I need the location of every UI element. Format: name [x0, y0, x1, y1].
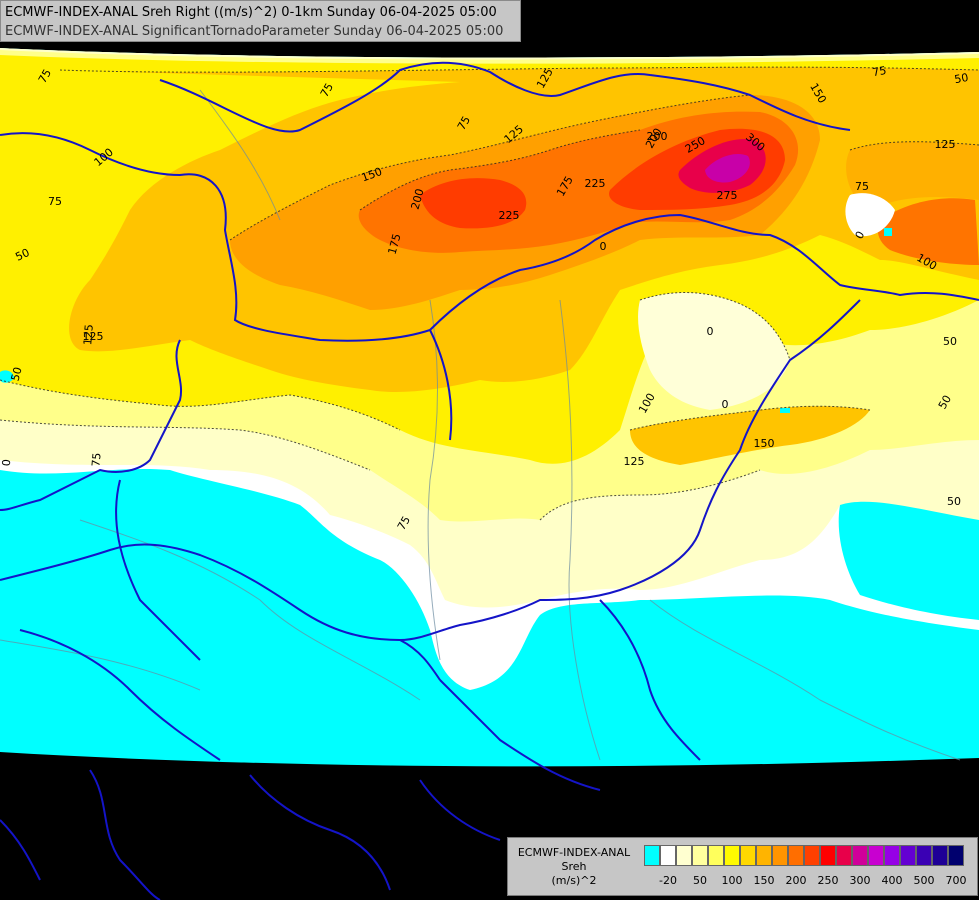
legend-swatch	[836, 845, 852, 866]
contour-label: 50	[947, 495, 961, 508]
field-east-orange	[877, 198, 979, 265]
legend-tick-label: 100	[721, 874, 743, 887]
contour-label: 0	[722, 398, 729, 411]
legend-swatch	[772, 845, 788, 866]
contour-label: 75	[318, 81, 336, 100]
field-east-white	[845, 193, 895, 237]
legend-swatch	[644, 845, 660, 866]
field-east-cyan	[838, 501, 979, 620]
legend-tick-label: 400	[881, 874, 903, 887]
contour-label: 75	[48, 195, 62, 208]
legend-tick-label: 200	[785, 874, 807, 887]
legend-ticks: -20 50 100 150 200 250 300 400 500 700	[644, 874, 974, 888]
legend-swatch	[868, 845, 884, 866]
legend-swatch	[660, 845, 676, 866]
header-line-2: ECMWF-INDEX-ANAL SignificantTornadoParam…	[5, 24, 504, 39]
legend-tick-label: 150	[753, 874, 775, 887]
legend-swatch	[900, 845, 916, 866]
legend-tick-label: 700	[945, 874, 967, 887]
field-red	[420, 128, 785, 229]
contour-label: 125	[935, 138, 956, 151]
contour-label: 125	[624, 455, 645, 468]
legend-tick-label: 500	[913, 874, 935, 887]
map-header: ECMWF-INDEX-ANAL Sreh Right ((m/s)^2) 0-…	[0, 0, 521, 42]
contour-label: 75	[855, 180, 869, 193]
legend-swatch	[916, 845, 932, 866]
contour-label: 200	[409, 187, 427, 211]
contour-label: 275	[717, 189, 738, 202]
legend-param: Sreh	[561, 860, 587, 873]
legend-swatch	[724, 845, 740, 866]
legend-swatch	[884, 845, 900, 866]
legend-swatch	[820, 845, 836, 866]
legend-swatches	[644, 845, 964, 866]
legend-model: ECMWF-INDEX-ANAL	[517, 846, 631, 859]
legend-tick-label: 250	[817, 874, 839, 887]
contour-label: 225	[585, 177, 606, 190]
contour-label: 50	[9, 366, 25, 383]
field-se-gold	[630, 406, 870, 465]
contour-label: 150	[754, 437, 775, 450]
legend-swatch	[708, 845, 724, 866]
contour-label: 50	[943, 335, 957, 348]
contour-label: 50	[13, 246, 31, 264]
legend-unit: (m/s)^2	[551, 874, 597, 887]
legend-swatch	[676, 845, 692, 866]
contour-label: 75	[89, 452, 103, 467]
color-legend: ECMWF-INDEX-ANAL Sreh (m/s)^2 -20 50 100 15…	[507, 837, 978, 896]
legend-swatch	[932, 845, 948, 866]
legend-tick-label: 300	[849, 874, 871, 887]
contour-label: 225	[499, 209, 520, 222]
contour-label: 175	[386, 232, 404, 256]
legend-tick-label: -20	[659, 874, 677, 887]
field-peak	[705, 153, 750, 183]
contour-label: 125	[83, 330, 104, 343]
contour-label: 0	[600, 240, 607, 253]
contour-label: 200	[647, 130, 668, 143]
legend-swatch	[804, 845, 820, 866]
contour-label: 50	[953, 71, 969, 86]
contour-label: 0	[707, 325, 714, 338]
legend-tick-label: 50	[693, 874, 707, 887]
header-line-1: ECMWF-INDEX-ANAL Sreh Right ((m/s)^2) 0-…	[5, 5, 497, 20]
legend-swatch	[740, 845, 756, 866]
contour-label: 75	[36, 67, 54, 86]
legend-swatch	[852, 845, 868, 866]
contour-label: 75	[455, 114, 473, 133]
legend-swatch	[788, 845, 804, 866]
legend-title: ECMWF-INDEX-ANAL Sreh (m/s)^2	[512, 846, 636, 888]
contour-label: 50	[936, 393, 954, 412]
contour-label: 125	[81, 324, 96, 346]
contour-label: 75	[871, 64, 887, 79]
legend-swatch	[756, 845, 772, 866]
field-east-pale	[638, 292, 790, 410]
contour-label: 0	[0, 459, 13, 467]
contour-label: 75	[395, 514, 413, 533]
field-east-gold	[846, 141, 979, 210]
legend-swatch	[948, 845, 964, 866]
legend-swatch	[692, 845, 708, 866]
